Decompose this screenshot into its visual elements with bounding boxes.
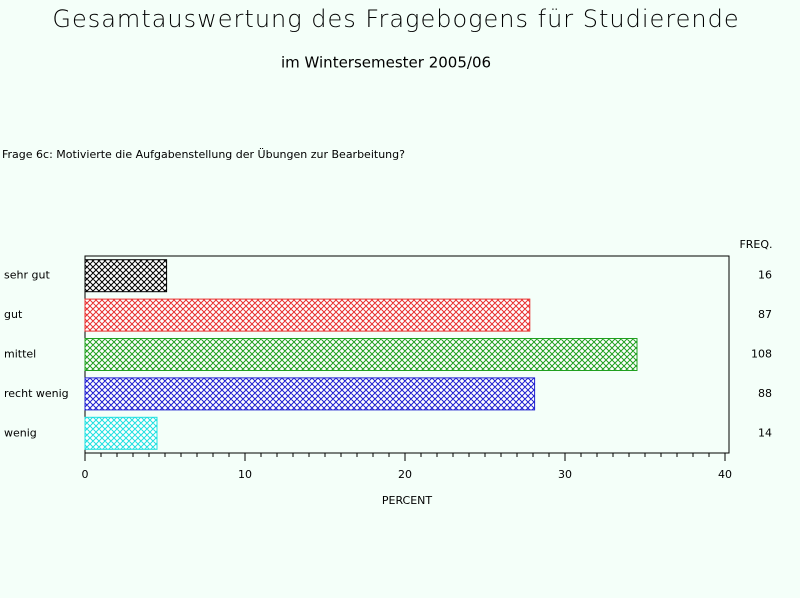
x-tick-label: 20 <box>398 468 412 481</box>
freq-label: 87 <box>758 308 772 321</box>
y-tick-label: mittel <box>4 348 36 361</box>
x-tick-label: 0 <box>82 468 89 481</box>
bar <box>84 259 168 293</box>
chart-subtitle: im Wintersemester 2005/06 <box>281 54 491 72</box>
x-axis-label: PERCENT <box>382 494 433 507</box>
bar <box>84 338 638 371</box>
bar <box>84 377 536 411</box>
freq-label: 14 <box>758 426 772 439</box>
x-tick-label: 10 <box>238 468 252 481</box>
freq-label: 88 <box>758 387 772 400</box>
bar <box>84 416 158 450</box>
y-tick-label: sehr gut <box>4 269 50 282</box>
freq-label: 16 <box>758 269 772 282</box>
y-tick-label: recht wenig <box>4 387 69 400</box>
freq-header: FREQ. <box>739 238 772 251</box>
y-tick-label: wenig <box>4 426 37 439</box>
freq-label: 108 <box>751 348 772 361</box>
x-tick-label: 40 <box>718 468 732 481</box>
x-tick-label: 30 <box>558 468 572 481</box>
bar <box>84 298 531 332</box>
chart-title: Gesamtauswertung des Fragebogens für Stu… <box>52 5 739 33</box>
question: Frage 6c: Motivierte die Aufgabenstellun… <box>2 148 405 161</box>
y-tick-label: gut <box>4 308 23 321</box>
